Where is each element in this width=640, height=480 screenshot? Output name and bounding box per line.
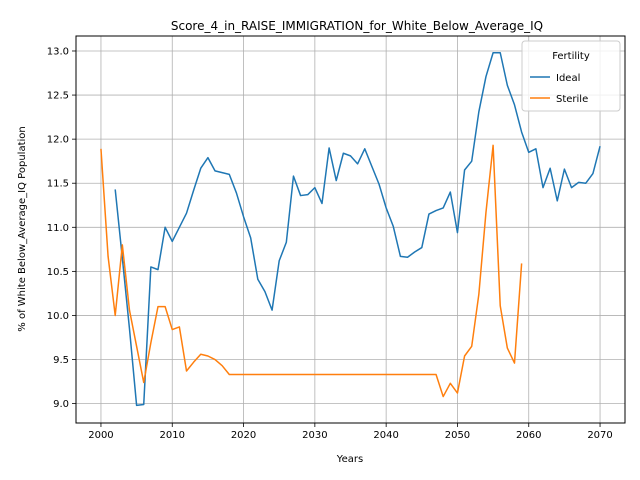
- x-tick-label: 2020: [231, 430, 256, 441]
- legend-label-ideal: Ideal: [556, 73, 580, 84]
- y-tick-label: 10.0: [47, 311, 69, 322]
- x-tick-label: 2000: [88, 430, 113, 441]
- y-tick-label: 10.5: [47, 267, 69, 278]
- x-tick-label: 2030: [302, 430, 327, 441]
- x-axis-label: Years: [336, 454, 363, 465]
- y-tick-label: 12.5: [47, 91, 69, 102]
- y-tick-label: 13.0: [47, 46, 69, 57]
- series-line-ideal: [114, 52, 601, 407]
- legend-label-sterile: Sterile: [556, 94, 588, 105]
- chart-title: Score_4_in_RAISE_IMMIGRATION_for_White_B…: [171, 19, 543, 33]
- legend-title: Fertility: [552, 51, 590, 62]
- y-tick-label: 9.0: [53, 399, 69, 410]
- x-tick-label: 2040: [373, 430, 398, 441]
- axis-ticks: 2000 2010 2020 2030 2040 2050 2060 2070 9.0 9.5 10…: [47, 46, 613, 441]
- y-tick-label: 12.0: [47, 135, 69, 146]
- y-tick-label: 11.5: [47, 179, 69, 190]
- x-tick-label: 2050: [445, 430, 470, 441]
- legend: Fertility Ideal Sterile: [521, 40, 621, 112]
- y-tick-label: 9.5: [53, 355, 69, 366]
- y-tick-label: 11.0: [47, 223, 69, 234]
- x-tick-label: 2010: [160, 430, 185, 441]
- legend-box: [521, 40, 621, 112]
- series-line-sterile: [100, 144, 523, 398]
- plot-area-frame: [75, 35, 626, 424]
- x-tick-label: 2070: [587, 430, 612, 441]
- y-axis-label: % of White Below_Average_IQ Population: [17, 126, 28, 331]
- x-tick-label: 2060: [516, 430, 541, 441]
- series-lines: [100, 52, 601, 407]
